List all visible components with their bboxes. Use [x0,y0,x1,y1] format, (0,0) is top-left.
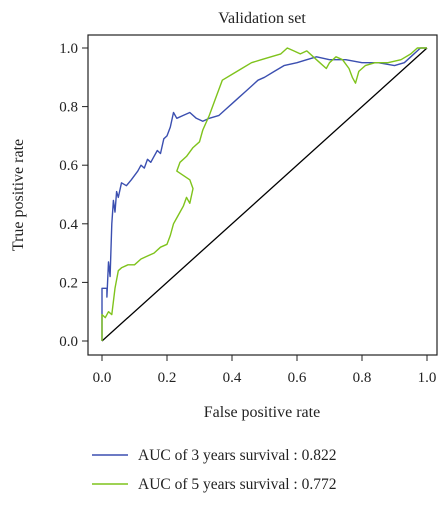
x-tick-label: 1.0 [418,370,437,386]
x-axis-label: False positive rate [204,404,320,421]
plot-area: 0.0 0.2 0.4 0.6 0.8 1.0 0.0 0.2 0.4 0.6 0.8 1.0 [59,35,437,386]
legend-label-1: AUC of 3 years survival : 0.822 [138,447,336,464]
x-tick-label: 0.6 [288,370,307,386]
x-tick-label: 0.8 [353,370,372,386]
legend-label-2: AUC of 5 years survival : 0.772 [138,476,336,493]
y-tick-label: 0.2 [59,275,78,291]
y-tick-label: 0.0 [59,334,78,350]
x-tick-label: 0.2 [158,370,177,386]
chart-title: Validation set [218,10,306,27]
x-tick-label: 0.0 [93,370,112,386]
y-tick-label: 0.6 [59,158,78,174]
y-tick-label: 0.4 [59,217,78,233]
y-axis-label: True positive rate [10,139,27,251]
y-tick-label: 1.0 [59,41,78,57]
y-tick-label: 0.8 [59,100,78,116]
x-tick-label: 0.4 [223,370,242,386]
legend: AUC of 3 years survival : 0.822 AUC of 5 … [92,447,336,493]
reference-diagonal-line [102,48,427,341]
